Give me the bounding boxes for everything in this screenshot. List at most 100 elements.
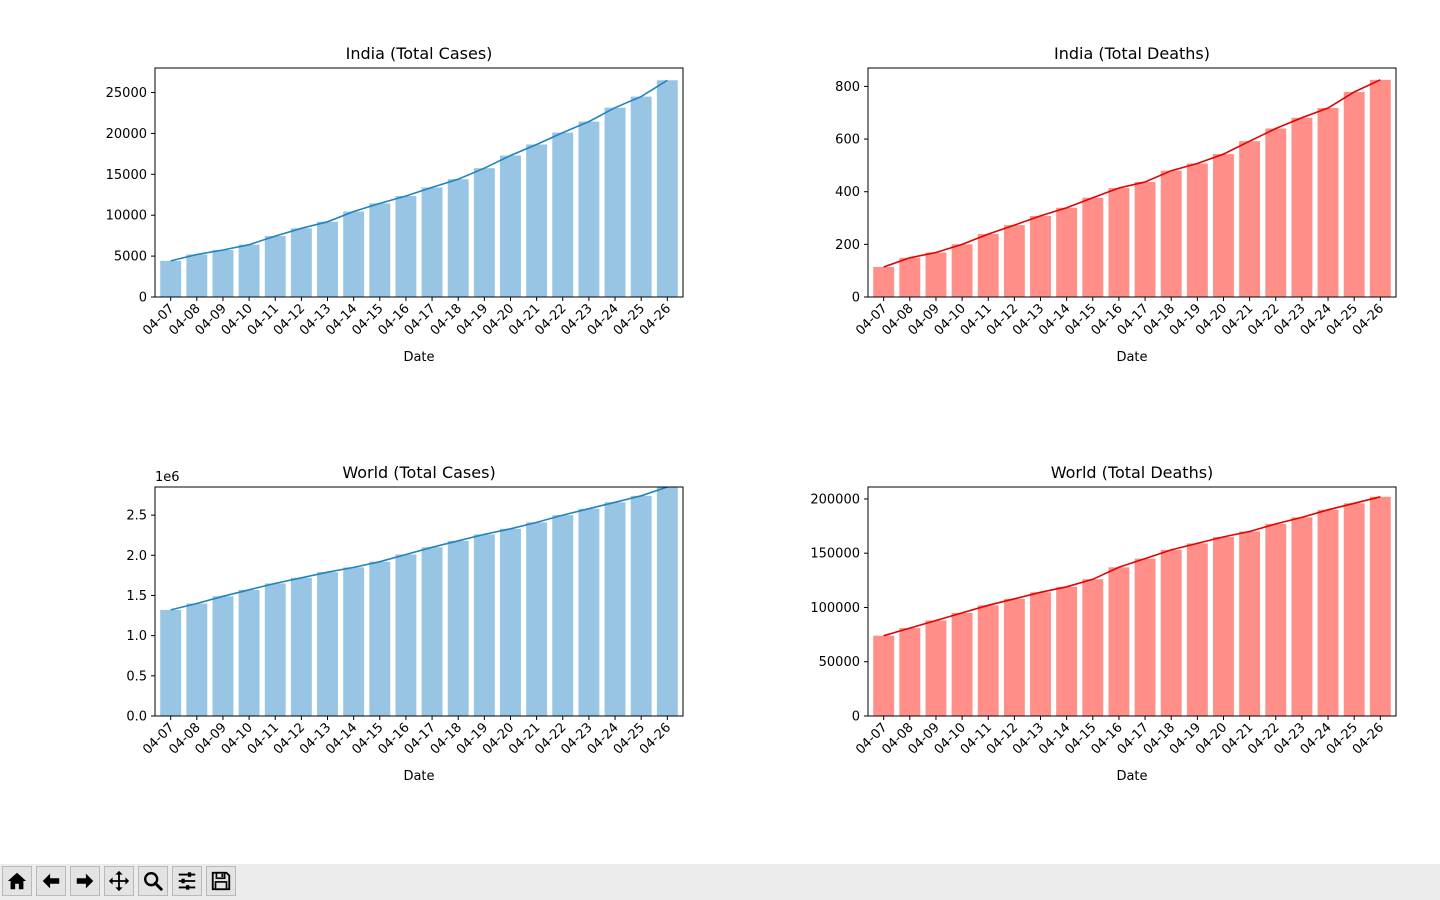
world-deaths-bar-04-26 [1369, 496, 1391, 716]
world-cases-ytick-label: 1.5 [126, 589, 147, 604]
india-deaths-line [883, 79, 1381, 268]
india-cases-bar-04-19 [473, 168, 495, 297]
world-deaths-title: World (Total Deaths) [1051, 463, 1214, 482]
world-cases-bar-04-22 [552, 515, 574, 716]
world-cases-bar-04-13 [317, 572, 338, 716]
home-icon [7, 872, 27, 890]
india-deaths-ytick-label: 400 [835, 185, 860, 200]
world-cases-bar-04-21 [526, 522, 548, 716]
india-cases-bar-04-16 [395, 195, 417, 297]
world-cases-bar-04-16 [395, 554, 417, 716]
zoom-button[interactable] [138, 866, 168, 896]
india-deaths-bar-04-19 [1186, 163, 1208, 297]
world-cases-offset-label: 1e6 [155, 470, 180, 485]
world-deaths-bar-04-19 [1186, 543, 1208, 716]
india-deaths-title: India (Total Deaths) [1054, 44, 1210, 63]
india-deaths-bar-04-09 [925, 252, 947, 297]
world-cases-ytick-label: 0.5 [126, 669, 147, 684]
india-deaths-bar-04-12 [1003, 225, 1025, 297]
world-deaths-bar-04-14 [1056, 586, 1078, 716]
india-cases-ytick-label: 15000 [106, 168, 147, 183]
world-cases-bar-04-11 [264, 583, 286, 716]
chart-india-cases: India (Total Cases) 0 5000 10000 15000 20000 2… [106, 44, 684, 365]
figure: India (Total Cases) 0 5000 10000 15000 20000 2… [106, 44, 1397, 784]
world-deaths-bar-04-18 [1160, 549, 1182, 716]
world-cases-title: World (Total Cases) [342, 463, 495, 482]
india-cases-line [170, 79, 668, 262]
india-deaths-axes-frame [867, 67, 1397, 298]
world-deaths-bar-04-11 [977, 605, 999, 716]
world-cases-ytick-label: 1.0 [126, 629, 147, 644]
india-deaths-ytick-label: 600 [835, 133, 860, 148]
world-deaths-bar-04-21 [1239, 531, 1261, 716]
world-cases-bar-04-20 [500, 528, 521, 716]
india-cases-bar-04-10 [238, 244, 260, 297]
chart-world-cases: World (Total Cases) 0.0 0.5 1.0 1.5 2.0 2.5 1e6… [126, 463, 684, 784]
india-deaths-bar-04-16 [1108, 188, 1130, 297]
india-cases-bar-04-18 [447, 179, 469, 297]
india-deaths-bar-04-14 [1056, 207, 1078, 297]
world-cases-bar-04-12 [290, 577, 312, 716]
india-deaths-ytick-label: 800 [835, 80, 860, 95]
home-button[interactable] [2, 866, 32, 896]
india-deaths-bar-04-18 [1160, 170, 1182, 297]
india-deaths-ytick-label: 0 [852, 291, 860, 306]
world-cases-bar-04-08 [186, 603, 208, 716]
chart-india-deaths: India (Total Deaths)020040060080004-0704… [835, 44, 1397, 365]
world-cases-ytick-label: 2.5 [126, 509, 147, 524]
configure-subplots-button[interactable] [172, 866, 202, 896]
india-cases-bar-04-17 [421, 187, 443, 297]
india-cases-xlabel: Date [403, 350, 434, 365]
world-deaths-bar-04-13 [1030, 592, 1051, 716]
india-deaths-bar-04-22 [1265, 128, 1287, 297]
india-cases-ytick-label: 25000 [106, 86, 147, 101]
world-cases-xlabel: Date [403, 769, 434, 784]
world-deaths-bar-04-10 [951, 612, 973, 716]
world-deaths-axes-frame [867, 486, 1397, 717]
india-cases-bar-04-08 [186, 254, 208, 297]
world-deaths-ytick-label: 200000 [810, 492, 860, 507]
move-icon [108, 870, 130, 892]
india-cases-bar-04-12 [290, 228, 312, 297]
world-deaths-ytick-label: 50000 [819, 655, 860, 670]
world-deaths-line [883, 496, 1381, 637]
india-deaths-bar-04-15 [1082, 197, 1104, 297]
india-cases-ytick-label: 20000 [106, 127, 147, 142]
india-cases-ytick-label: 5000 [114, 250, 147, 265]
world-deaths-ytick-label: 0 [852, 710, 860, 725]
india-cases-bar-04-24 [604, 107, 626, 297]
world-cases-bar-04-18 [447, 540, 469, 716]
world-deaths-bar-04-12 [1003, 598, 1025, 716]
world-deaths-bar-04-17 [1134, 558, 1156, 716]
world-deaths-bar-04-22 [1265, 523, 1287, 716]
india-cases-ytick-label: 0 [139, 291, 147, 306]
india-cases-bar-04-26 [656, 80, 678, 298]
world-cases-ytick-label: 0.0 [126, 710, 147, 725]
india-deaths-bar-04-08 [899, 257, 921, 297]
world-deaths-bar-04-15 [1082, 579, 1104, 716]
navigation-toolbar [0, 864, 1440, 900]
world-deaths-bar-04-16 [1108, 567, 1130, 716]
world-deaths-xlabel: Date [1116, 769, 1147, 784]
india-cases-ytick-label: 10000 [106, 209, 147, 224]
world-cases-bar-04-19 [473, 534, 495, 716]
india-deaths-bar-04-13 [1030, 215, 1051, 297]
world-cases-bar-04-23 [578, 508, 600, 716]
india-deaths-bar-04-24 [1317, 108, 1339, 298]
forward-button[interactable] [70, 866, 100, 896]
india-cases-bar-04-11 [264, 236, 286, 297]
india-deaths-bar-04-25 [1343, 91, 1365, 297]
world-cases-bar-04-07 [160, 609, 182, 716]
figure-canvas: India (Total Cases)050001000015000200002… [106, 44, 1397, 784]
back-button[interactable] [36, 866, 66, 896]
pan-button[interactable] [104, 866, 134, 896]
save-button[interactable] [206, 866, 236, 896]
india-cases-bar-04-25 [630, 96, 652, 297]
india-cases-bar-04-20 [500, 155, 521, 297]
india-deaths-bar-04-11 [977, 234, 999, 297]
world-deaths-bar-04-25 [1343, 503, 1365, 716]
world-deaths-ytick-label: 100000 [810, 601, 860, 616]
world-cases-bar-04-10 [238, 589, 260, 716]
india-deaths-bar-04-07 [873, 266, 895, 297]
india-deaths-bar-04-10 [951, 244, 973, 297]
